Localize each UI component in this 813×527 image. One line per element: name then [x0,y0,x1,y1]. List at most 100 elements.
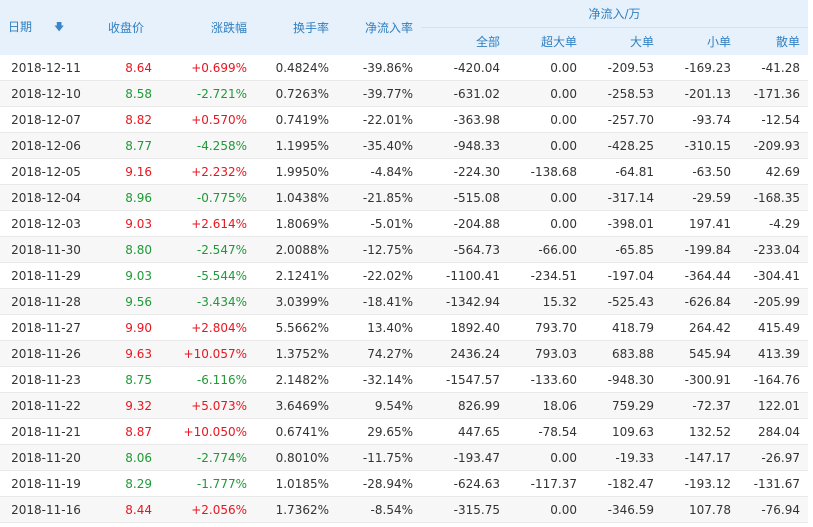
table-row: 2018-11-23 8.75 -6.116% 2.1482% -32.14% -1547… [0,366,808,393]
cell-retail: -164.76 [739,366,808,393]
cell-total: -193.47 [421,444,508,471]
cell-total: -631.02 [421,80,508,107]
cell-turnover: 3.6469% [255,392,337,419]
cell-small: 107.78 [662,496,739,523]
cell-small: -72.37 [662,392,739,419]
table-row: 2018-12-04 8.96 -0.775% 1.0438% -21.85% -515.… [0,184,808,211]
cell-small: -364.44 [662,262,739,289]
cell-net-rate: -22.01% [337,106,421,133]
header-small[interactable]: 小单 [662,27,739,55]
header-close[interactable]: 收盘价 [92,0,160,55]
cell-retail: 284.04 [739,418,808,445]
cell-net-rate: -5.01% [337,210,421,237]
cell-retail: -233.04 [739,236,808,263]
cell-super-large: -66.00 [508,236,585,263]
cell-retail: -209.93 [739,132,808,159]
table-row: 2018-12-03 9.03 +2.614% 1.8069% -5.01% -204.8… [0,210,808,237]
cell-large: -257.70 [585,106,662,133]
cell-net-rate: 13.40% [337,314,421,341]
cell-retail: -205.99 [739,288,808,315]
cell-change: +0.570% [160,106,255,133]
cell-small: -147.17 [662,444,739,471]
cell-retail: 122.01 [739,392,808,419]
cell-change: -6.116% [160,366,255,393]
cell-total: 1892.40 [421,314,508,341]
cell-date: 2018-11-28 [0,288,92,315]
table-row: 2018-12-05 9.16 +2.232% 1.9950% -4.84% -224.3… [0,158,808,185]
cell-super-large: -117.37 [508,470,585,497]
cell-total: -1547.57 [421,366,508,393]
cell-turnover: 2.0088% [255,236,337,263]
cell-small: 132.52 [662,418,739,445]
cell-change: +0.699% [160,55,255,81]
cell-large: -64.81 [585,158,662,185]
cell-total: 447.65 [421,418,508,445]
table-row: 2018-11-26 9.63 +10.057% 1.3752% 74.27% 2436.… [0,340,808,367]
table-row: 2018-12-07 8.82 +0.570% 0.7419% -22.01% -363.… [0,106,808,133]
cell-large: 418.79 [585,314,662,341]
cell-large: 109.63 [585,418,662,445]
cell-date: 2018-11-29 [0,262,92,289]
cell-turnover: 1.0185% [255,470,337,497]
cell-turnover: 0.4824% [255,55,337,81]
cell-retail: -168.35 [739,184,808,211]
cell-total: -363.98 [421,106,508,133]
table-row: 2018-11-21 8.87 +10.050% 0.6741% 29.65% 447.6… [0,418,808,445]
cell-super-large: -78.54 [508,418,585,445]
cell-large: -525.43 [585,288,662,315]
arrow-down-icon[interactable]: 🡇 [54,22,65,33]
header-net-flow-group: 净流入/万 [421,0,808,28]
cell-close: 8.87 [92,418,160,445]
cell-super-large: 0.00 [508,80,585,107]
header-turnover[interactable]: 换手率 [255,0,337,55]
cell-net-rate: -11.75% [337,444,421,471]
cell-net-rate: 74.27% [337,340,421,367]
cell-retail: -26.97 [739,444,808,471]
cell-close: 9.56 [92,288,160,315]
cell-date: 2018-11-16 [0,496,92,523]
cell-large: -197.04 [585,262,662,289]
cell-close: 8.80 [92,236,160,263]
cell-close: 9.03 [92,210,160,237]
cell-super-large: -138.68 [508,158,585,185]
cell-date: 2018-12-07 [0,106,92,133]
table-row: 2018-12-11 8.64 +0.699% 0.4824% -39.86% -420.… [0,55,808,81]
cell-turnover: 1.3752% [255,340,337,367]
cell-small: 545.94 [662,340,739,367]
cell-close: 8.82 [92,106,160,133]
table-row: 2018-11-30 8.80 -2.547% 2.0088% -12.75% -564.… [0,236,808,263]
header-total[interactable]: 全部 [421,27,508,55]
cell-large: 683.88 [585,340,662,367]
cell-turnover: 0.6741% [255,418,337,445]
cell-retail: -131.67 [739,470,808,497]
header-super-large[interactable]: 超大单 [508,27,585,55]
header-change[interactable]: 涨跌幅 [160,0,255,55]
cell-close: 9.90 [92,314,160,341]
cell-date: 2018-12-04 [0,184,92,211]
cell-net-rate: -8.54% [337,496,421,523]
cell-total: -948.33 [421,132,508,159]
cell-date: 2018-11-21 [0,418,92,445]
cell-change: -2.774% [160,444,255,471]
cell-large: -65.85 [585,236,662,263]
cell-small: -193.12 [662,470,739,497]
cell-net-rate: -12.75% [337,236,421,263]
cell-date: 2018-11-19 [0,470,92,497]
cell-large: -428.25 [585,132,662,159]
header-retail[interactable]: 散单 [739,27,808,55]
cell-close: 8.64 [92,55,160,81]
header-large[interactable]: 大单 [585,27,662,55]
cell-close: 8.44 [92,496,160,523]
cell-change: +10.050% [160,418,255,445]
cell-turnover: 2.1482% [255,366,337,393]
header-net-rate[interactable]: 净流入率 [337,0,421,55]
cell-net-rate: -35.40% [337,132,421,159]
cell-super-large: 0.00 [508,184,585,211]
cell-net-rate: 9.54% [337,392,421,419]
cell-net-rate: -39.86% [337,55,421,81]
cell-change: +5.073% [160,392,255,419]
header-date[interactable]: 日期 🡇 [0,0,92,55]
table-body: 2018-12-11 8.64 +0.699% 0.4824% -39.86% -420.… [0,55,808,523]
cell-small: -29.59 [662,184,739,211]
cell-large: -317.14 [585,184,662,211]
